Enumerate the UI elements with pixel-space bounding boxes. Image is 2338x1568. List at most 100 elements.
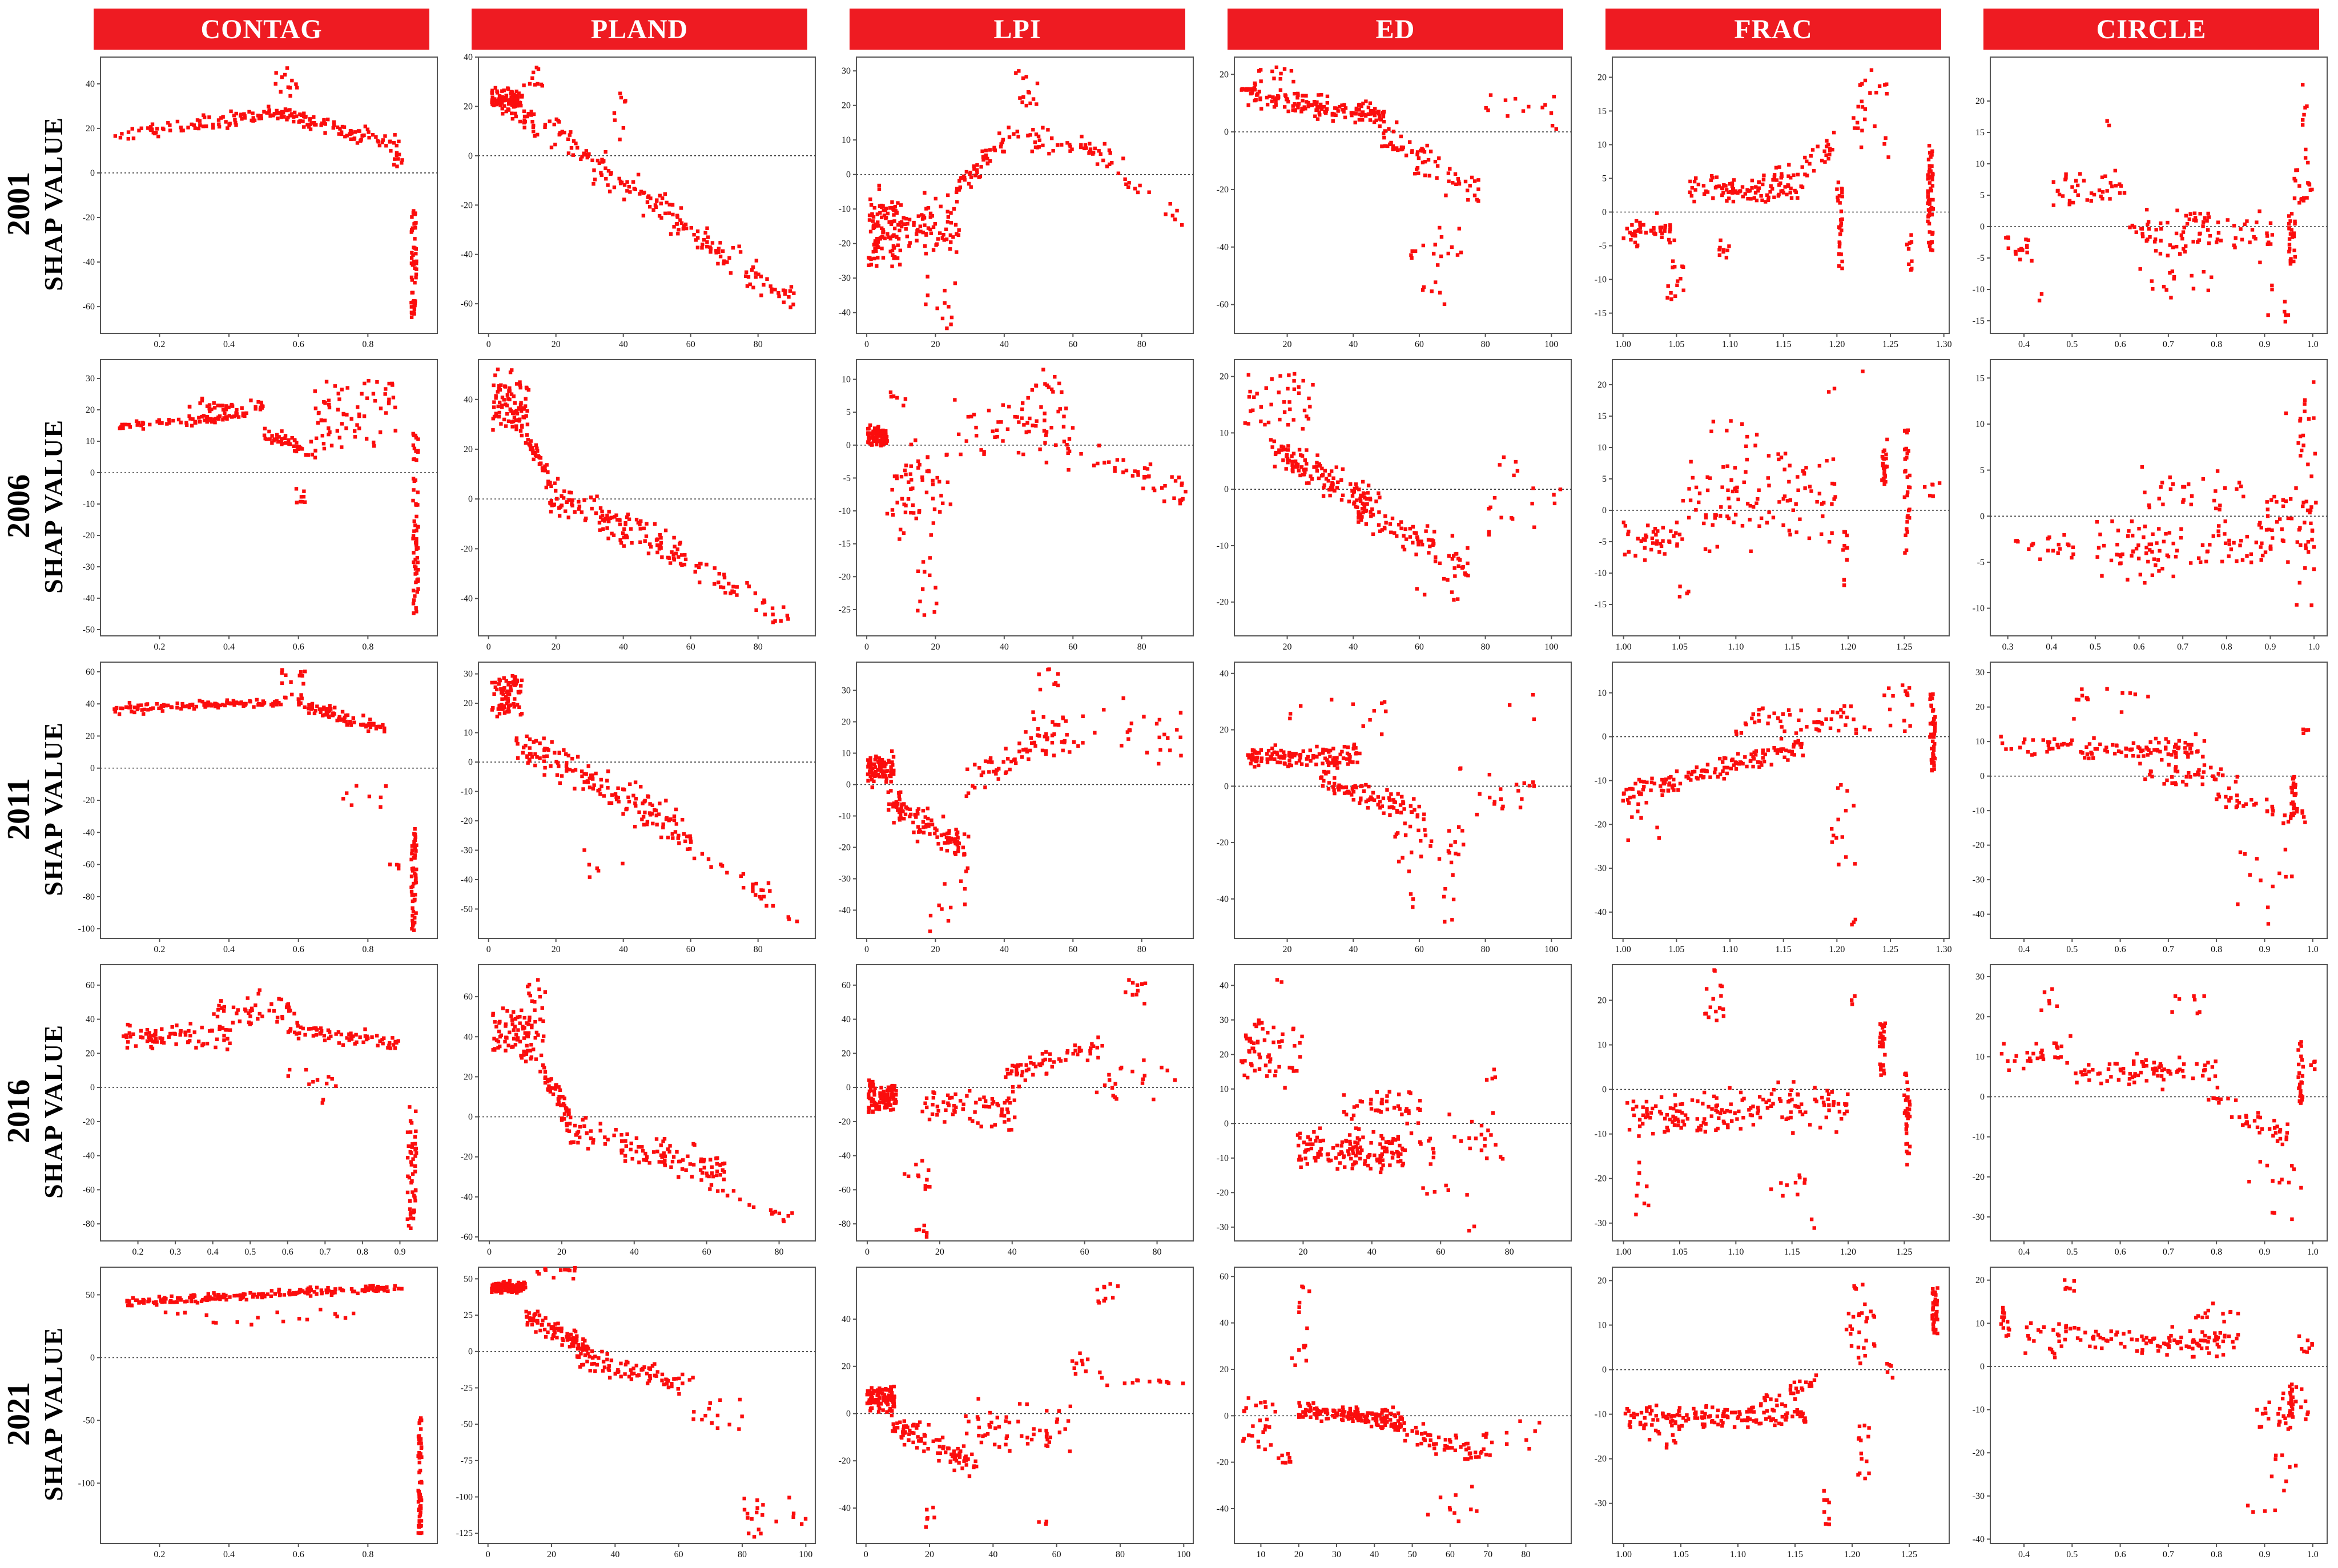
svg-text:-40: -40: [83, 594, 95, 603]
svg-text:60: 60: [686, 642, 695, 652]
row-label-2021: 2021 SHAP VALUE: [0, 1263, 69, 1565]
plot-border: [100, 57, 438, 334]
y-axis: 20 15 10 5 0 -5 -10 -15: [1973, 96, 1990, 326]
plot-row-2016: 2016 SHAP VALUE 60 40 20 0 -20 -40 -60 -80 0.2 0.3 0…: [0, 960, 2338, 1263]
svg-text:-100: -100: [78, 924, 95, 934]
y-axis: 60 40 20 0 -20 -40 -60 -80 -100: [78, 667, 100, 934]
svg-text:1.30: 1.30: [1936, 340, 1952, 349]
panel-lpi-2006: 10 5 0 -5 -10 -15 -20 -25 0 20 40 60 80: [839, 359, 1194, 652]
svg-text:10: 10: [86, 437, 95, 446]
svg-text:-10: -10: [1973, 285, 1985, 295]
svg-text:80: 80: [1137, 945, 1146, 954]
svg-text:30: 30: [86, 374, 95, 384]
svg-text:0: 0: [486, 642, 491, 652]
svg-text:20: 20: [86, 405, 95, 415]
svg-text:-15: -15: [1973, 316, 1985, 326]
svg-text:0: 0: [864, 340, 869, 349]
svg-text:-40: -40: [461, 250, 473, 260]
column-header-pland: PLAND: [472, 9, 807, 50]
x-axis: 0 20 40 60 80: [486, 333, 763, 349]
y-axis: 15 10 5 0 -5 -10: [1973, 373, 1990, 614]
svg-text:20: 20: [86, 731, 95, 741]
svg-text:40: 40: [464, 395, 473, 405]
panel-contag-2001: 40 20 0 -20 -40 -60 0.2 0.4 0.6 0.8: [83, 57, 438, 349]
svg-text:80: 80: [1137, 340, 1146, 349]
svg-text:-30: -30: [461, 846, 473, 856]
row-year: 2016: [1, 1079, 37, 1143]
svg-text:1.10: 1.10: [1728, 642, 1744, 652]
svg-text:-15: -15: [1595, 309, 1607, 319]
svg-text:1.10: 1.10: [1722, 340, 1738, 349]
svg-text:5: 5: [1980, 191, 1985, 200]
svg-text:-10: -10: [839, 506, 851, 516]
y-axis: 20 10 0 -10 -20: [1217, 372, 1234, 607]
scatter-points: [1623, 1283, 1939, 1526]
scatter-points: [118, 378, 420, 615]
plot-border: [100, 964, 438, 1241]
svg-text:20: 20: [842, 101, 851, 111]
svg-text:0: 0: [864, 642, 869, 652]
scatter-points: [1621, 68, 1935, 301]
svg-text:-15: -15: [839, 539, 851, 549]
svg-text:0: 0: [1224, 127, 1229, 137]
svg-text:60: 60: [1068, 642, 1077, 652]
svg-text:30: 30: [464, 670, 473, 679]
row-ylabel: SHAP VALUE: [38, 721, 68, 896]
svg-text:20: 20: [552, 340, 561, 349]
x-axis: 1.00 1.05 1.10 1.15 1.20 1.25: [1616, 1241, 1912, 1257]
svg-text:20: 20: [931, 642, 940, 652]
svg-text:40: 40: [1000, 642, 1009, 652]
x-axis: 0.2 0.4 0.6 0.8: [154, 938, 373, 954]
svg-text:1.15: 1.15: [1776, 340, 1792, 349]
x-axis: 0 20 40 60 80: [865, 1241, 1162, 1257]
svg-text:60: 60: [1068, 945, 1077, 954]
svg-text:40: 40: [1220, 669, 1229, 679]
svg-text:5: 5: [1602, 174, 1607, 183]
svg-text:20: 20: [1597, 380, 1607, 390]
svg-text:-30: -30: [839, 273, 851, 283]
svg-text:0: 0: [1602, 208, 1607, 217]
scatter-points: [490, 65, 796, 309]
svg-text:80: 80: [1137, 642, 1146, 652]
column-header-frac: FRAC: [1605, 9, 1941, 50]
scatter-points: [1999, 687, 2311, 926]
plot-border: [1234, 662, 1572, 939]
svg-text:0.5: 0.5: [2090, 642, 2101, 652]
svg-text:0.4: 0.4: [2046, 642, 2057, 652]
scatter-points: [491, 978, 794, 1224]
svg-text:40: 40: [619, 642, 628, 652]
panel-contag-2011: 60 40 20 0 -20 -40 -60 -80 -100 0.2 0.4 0.6 0.8: [78, 662, 438, 954]
y-axis: 10 5 0 -5 -10 -15 -20 -25: [839, 375, 856, 615]
x-axis: 0 20 40 60 80 100: [864, 1543, 1190, 1559]
scatter-points: [112, 668, 418, 932]
svg-text:80: 80: [754, 340, 763, 349]
svg-text:0: 0: [1980, 222, 1985, 232]
svg-text:20: 20: [1597, 72, 1607, 82]
svg-text:20: 20: [1283, 340, 1292, 349]
plot-border: [478, 662, 816, 939]
x-axis: 20 40 60 80: [1298, 1241, 1514, 1257]
svg-text:0: 0: [90, 764, 95, 773]
scatter-points: [1621, 369, 1942, 599]
svg-text:20: 20: [552, 642, 561, 652]
svg-text:0.8: 0.8: [362, 340, 373, 349]
x-axis: 0.4 0.5 0.6 0.7 0.8 0.9 1.0: [2018, 938, 2319, 954]
plot-border: [478, 57, 816, 334]
panel-pland-2011: 30 20 10 0 -10 -20 -30 -40 -50 0 20 40 60 80: [461, 662, 816, 954]
panel-contag-2006: 30 20 10 0 -10 -20 -30 -40 -50 0.2 0.4 0.6 0.8: [83, 359, 438, 652]
svg-text:0: 0: [846, 780, 851, 790]
svg-text:1.05: 1.05: [1672, 642, 1688, 652]
svg-text:100: 100: [1544, 945, 1558, 954]
y-axis: 40 20 0 -20 -40 -60: [461, 53, 478, 309]
column-header-circle: CIRCLE: [1983, 9, 2319, 50]
x-axis: 1.00 1.05 1.10 1.15 1.20 1.25 1.30: [1615, 938, 1952, 954]
